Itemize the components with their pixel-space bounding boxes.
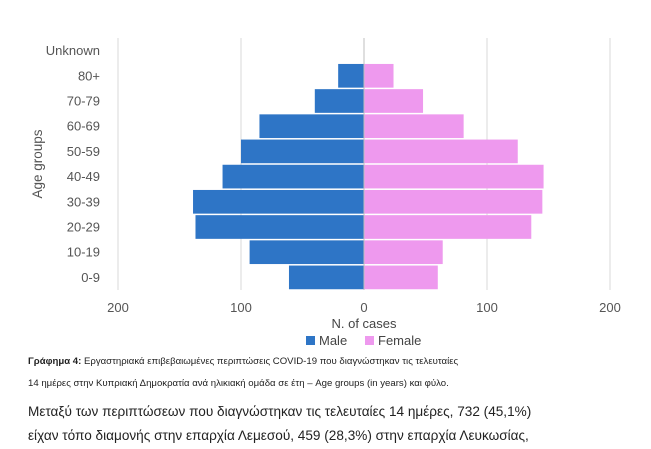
bar-female-30-39 bbox=[364, 189, 543, 214]
legend-female-label: Female bbox=[378, 333, 421, 348]
bar-male-70-79 bbox=[314, 89, 364, 113]
bar-male-60-69 bbox=[259, 114, 364, 139]
body-paragraph-line-1: Μεταξύ των περιπτώσεων που διαγνώστηκαν … bbox=[28, 404, 532, 419]
legend: Male Female bbox=[306, 333, 421, 348]
y-tick-label: 70-79 bbox=[67, 94, 100, 109]
legend-female-swatch bbox=[365, 336, 374, 345]
bar-female-80+ bbox=[364, 63, 394, 88]
bar-female-0-9 bbox=[364, 265, 438, 290]
bar-female-60-69 bbox=[364, 114, 464, 139]
bar-male-0-9 bbox=[288, 265, 364, 290]
bar-male-10-19 bbox=[249, 240, 364, 265]
y-tick-label: Unknown bbox=[46, 43, 100, 58]
bar-female-40-49 bbox=[364, 164, 544, 189]
population-pyramid-chart: 0-9 10-19 20-29 30-39 40-49 50-59 60-69 70-79 80… bbox=[30, 38, 621, 348]
y-tick-label: 0-9 bbox=[81, 270, 100, 285]
x-tick-label: 200 bbox=[107, 300, 129, 315]
bar-female-50-59 bbox=[364, 139, 518, 164]
bar-female-20-29 bbox=[364, 215, 532, 239]
y-tick-label: 20-29 bbox=[67, 220, 100, 235]
caption-line-1: Γράφημα 4: Εργαστηριακά επιβεβαιωμένες π… bbox=[28, 351, 648, 373]
caption-label: Γράφημα 4: bbox=[28, 356, 82, 367]
y-axis-label: Age groups bbox=[30, 129, 45, 198]
y-tick-label: 60-69 bbox=[67, 119, 100, 134]
bar-male-80+ bbox=[338, 63, 364, 88]
x-tick-label: 0 bbox=[360, 300, 367, 315]
bar-male-50-59 bbox=[241, 139, 364, 164]
x-axis-label: N. of cases bbox=[331, 316, 397, 331]
caption-text-1: Εργαστηριακά επιβεβαιωμένες περιπτώσεις … bbox=[83, 356, 459, 367]
y-tick-label: 30-39 bbox=[67, 194, 100, 209]
figure-caption: Γράφημα 4: Εργαστηριακά επιβεβαιωμένες π… bbox=[28, 351, 648, 395]
legend-male-swatch bbox=[306, 336, 315, 345]
bar-male-40-49 bbox=[222, 164, 364, 189]
y-tick-label: 10-19 bbox=[67, 245, 100, 260]
y-tick-label: 50-59 bbox=[67, 144, 100, 159]
x-tick-label: 200 bbox=[599, 300, 621, 315]
bars bbox=[193, 38, 544, 290]
y-tick-label: 80+ bbox=[78, 68, 100, 83]
x-tick-labels: 200 100 0 100 200 bbox=[107, 300, 621, 315]
bar-male-20-29 bbox=[195, 215, 364, 239]
x-tick-label: 100 bbox=[476, 300, 498, 315]
body-paragraph-line-2: είχαν τόπο διαμονής στην επαρχία Λεμεσού… bbox=[28, 428, 529, 443]
x-tick-label: 100 bbox=[230, 300, 252, 315]
y-tick-labels: 0-9 10-19 20-29 30-39 40-49 50-59 60-69 70-79 80… bbox=[46, 43, 100, 285]
y-tick-label: 40-49 bbox=[67, 169, 100, 184]
bar-female-10-19 bbox=[364, 240, 443, 265]
bar-female-70-79 bbox=[364, 89, 424, 113]
bar-male-30-39 bbox=[193, 189, 364, 214]
caption-line-2: 14 ημέρες στην Κυπριακή Δημοκρατία ανά η… bbox=[28, 378, 449, 389]
legend-male-label: Male bbox=[319, 333, 347, 348]
